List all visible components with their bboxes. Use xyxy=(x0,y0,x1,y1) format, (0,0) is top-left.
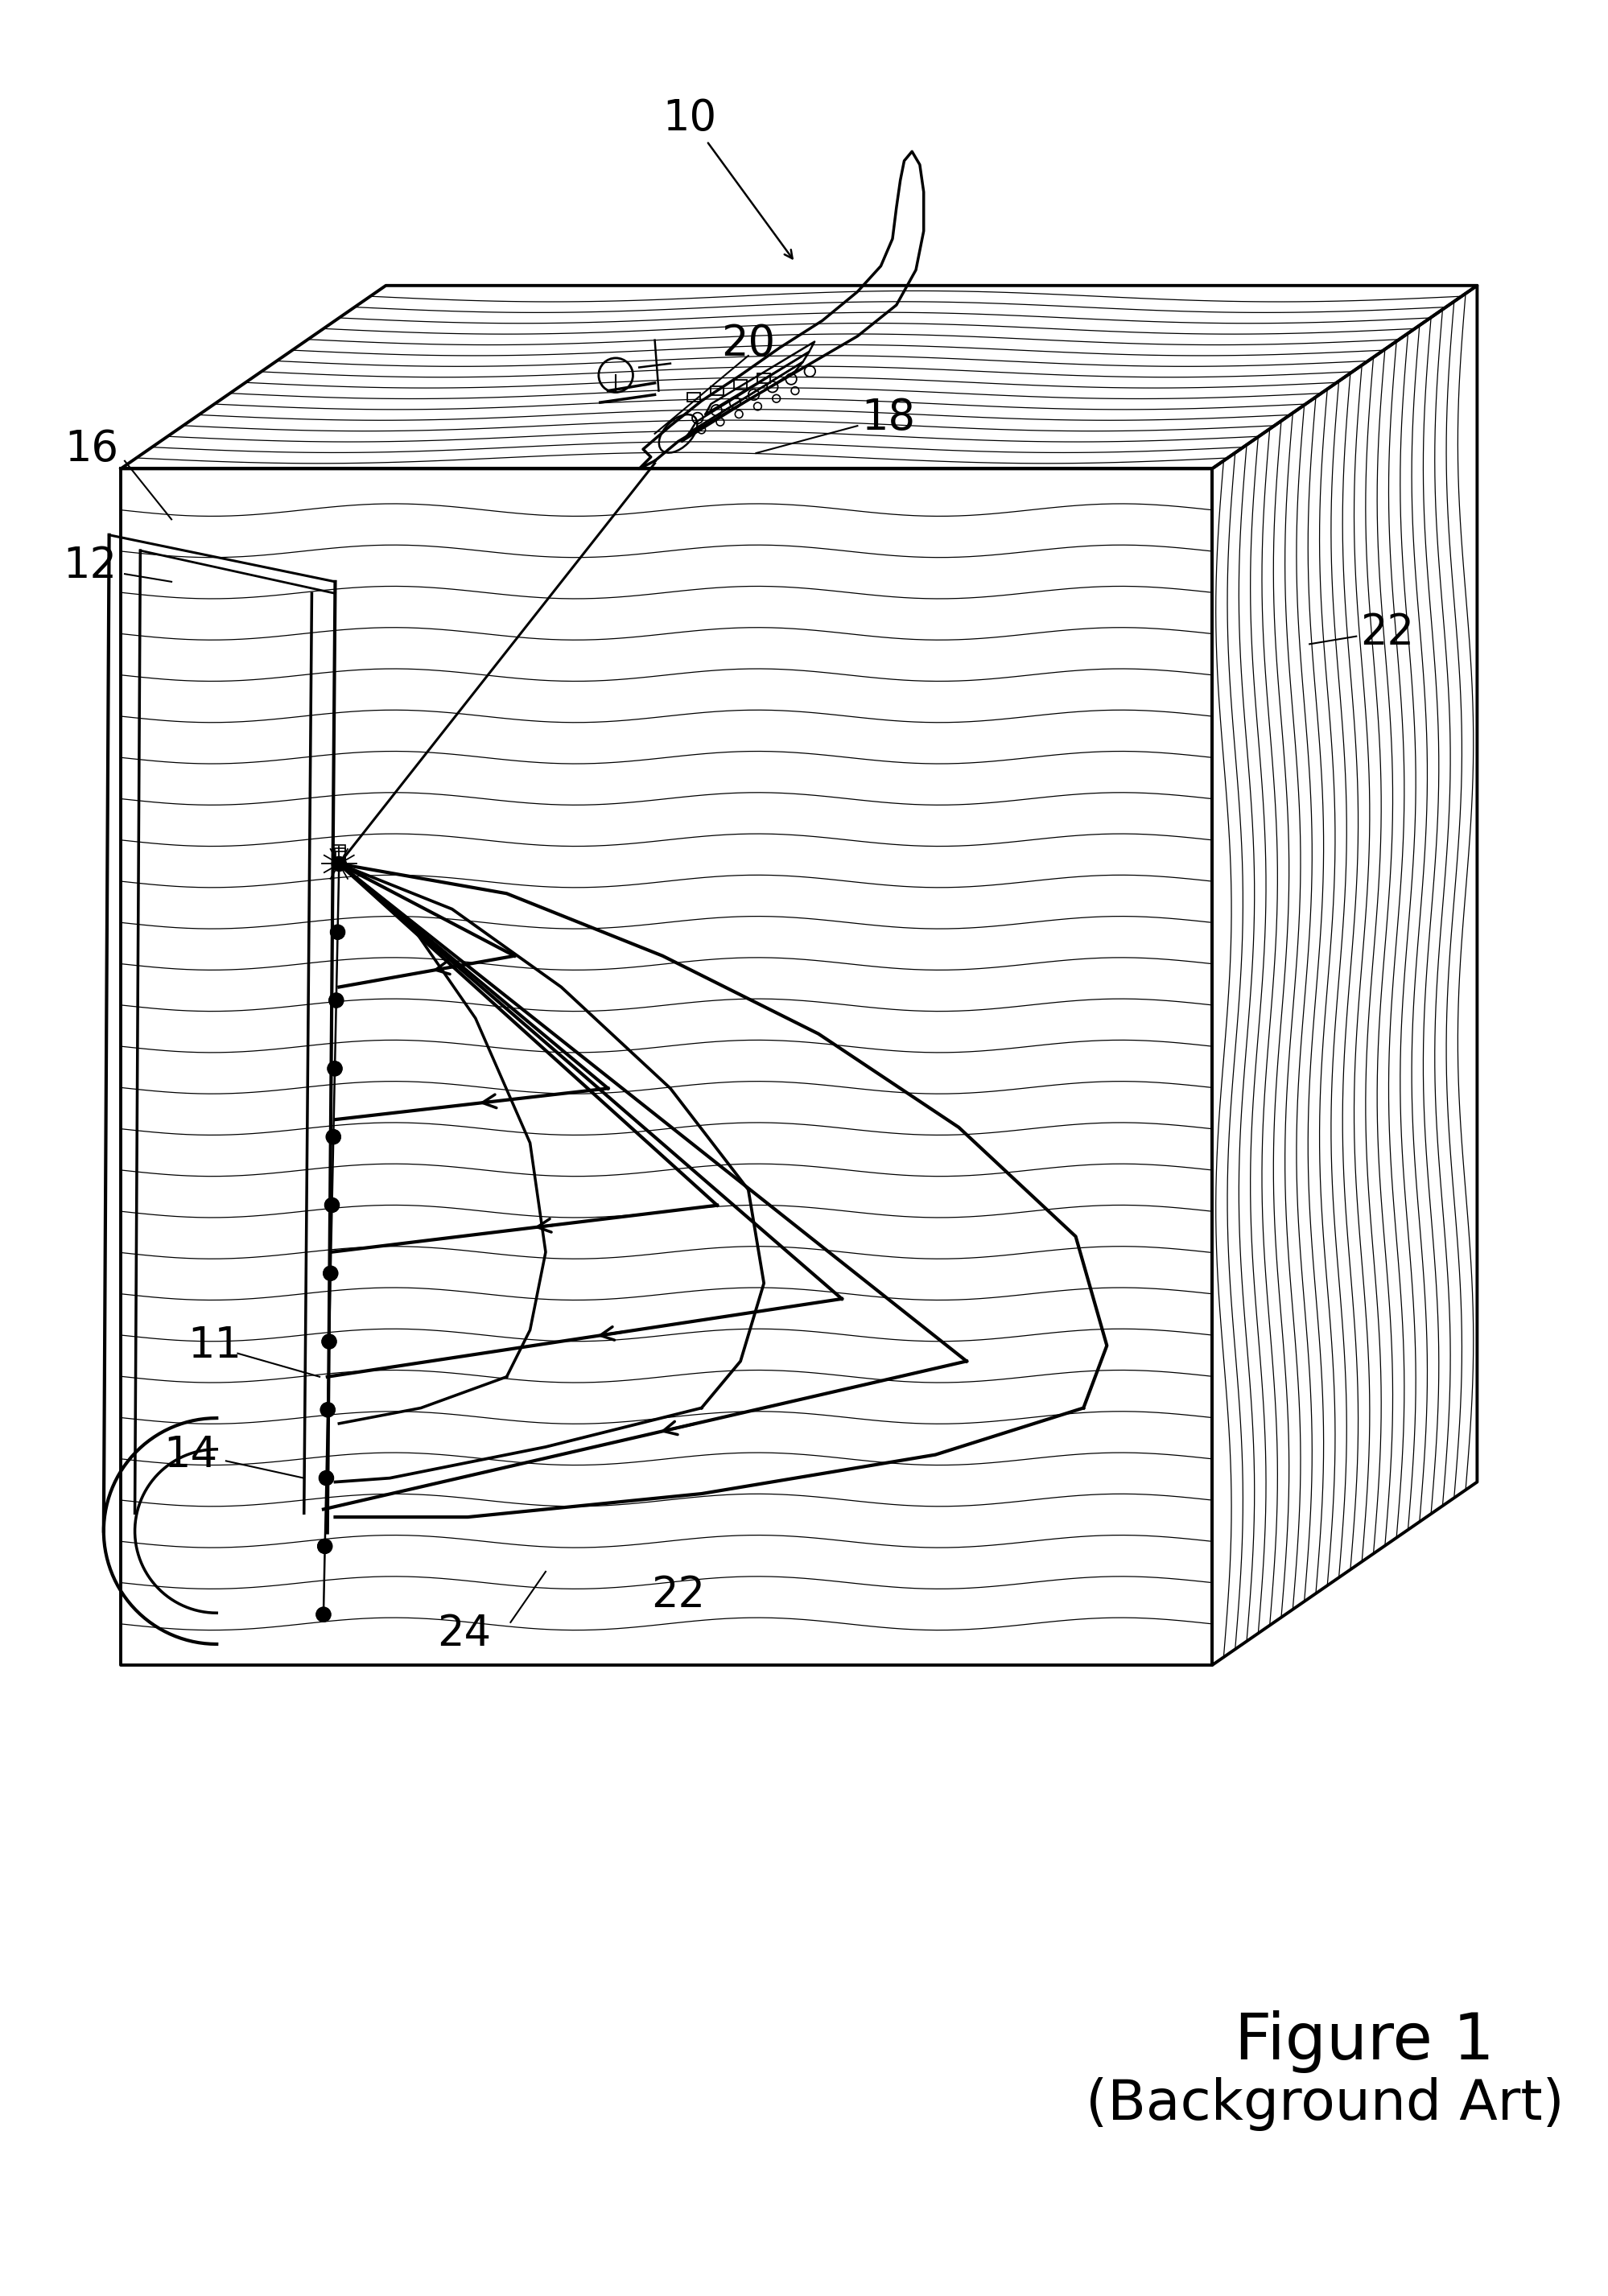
Circle shape xyxy=(317,1607,331,1621)
Circle shape xyxy=(325,1199,339,1212)
Text: 20: 20 xyxy=(722,324,775,365)
Bar xyxy=(735,379,746,390)
Text: 24: 24 xyxy=(437,1614,490,1655)
Circle shape xyxy=(333,856,346,870)
Text: 16: 16 xyxy=(64,429,119,471)
Circle shape xyxy=(322,1334,336,1348)
Text: 11: 11 xyxy=(188,1325,241,1366)
Bar xyxy=(711,386,724,395)
Text: 12: 12 xyxy=(63,544,117,588)
Bar xyxy=(757,374,770,383)
Circle shape xyxy=(318,1538,331,1554)
Text: 14: 14 xyxy=(164,1433,219,1476)
Circle shape xyxy=(323,1267,338,1281)
Bar xyxy=(333,845,346,859)
Text: Figure 1: Figure 1 xyxy=(1235,2011,1494,2073)
Circle shape xyxy=(320,1472,333,1486)
Text: 10: 10 xyxy=(662,96,793,259)
Text: 18: 18 xyxy=(862,397,915,439)
Text: (Background Art): (Background Art) xyxy=(1085,2078,1565,2131)
Circle shape xyxy=(320,1403,334,1417)
Circle shape xyxy=(330,994,343,1008)
Bar xyxy=(688,393,699,402)
Circle shape xyxy=(331,925,344,939)
Circle shape xyxy=(326,1130,341,1143)
Circle shape xyxy=(328,1061,343,1075)
Text: 22: 22 xyxy=(1360,611,1415,654)
Bar xyxy=(336,852,346,861)
Text: 22: 22 xyxy=(651,1575,706,1616)
Bar xyxy=(334,847,346,859)
